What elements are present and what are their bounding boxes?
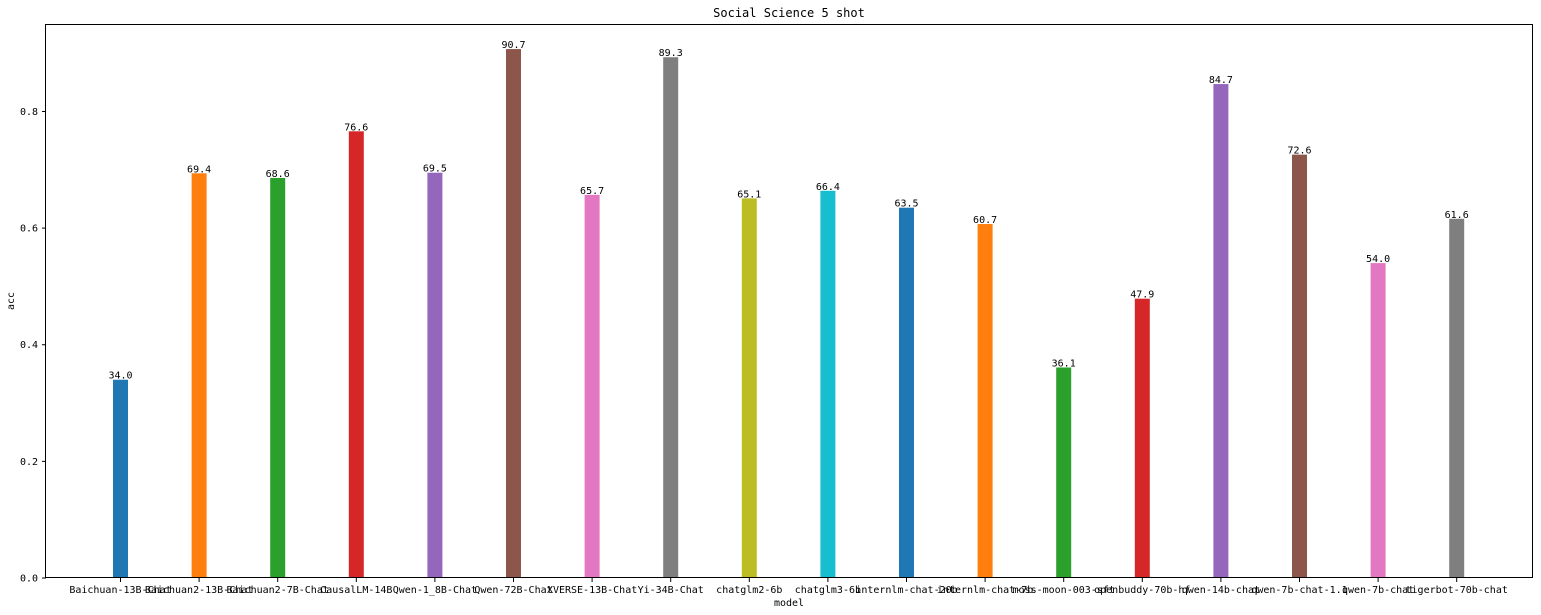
bar bbox=[113, 379, 128, 578]
bar bbox=[191, 173, 207, 578]
x-tick-label: chatglm2-6b bbox=[716, 585, 782, 596]
x-axis: Baichuan-13B-ChatBaichuan2-13B-ChatBaich… bbox=[69, 578, 1508, 596]
bar-value-label: 54.0 bbox=[1366, 254, 1390, 265]
bar bbox=[270, 177, 286, 579]
bar bbox=[348, 131, 364, 578]
x-tick-label: openbuddy-70b-hf bbox=[1094, 585, 1190, 596]
x-tick-label: Baichuan-13B-Chat bbox=[69, 585, 171, 596]
bar-value-label: 69.5 bbox=[423, 164, 447, 175]
x-tick-label: internlm-chat-7b bbox=[937, 585, 1033, 596]
bar-value-labels: 34.0 69.4 68.6 76.6 69.5 90.7 65.7 89.3 65.1 66.4… bbox=[108, 40, 1468, 382]
bar-value-label: 63.5 bbox=[894, 199, 918, 210]
y-axis: 0.0 0.2 0.4 0.6 0.8 bbox=[20, 107, 46, 585]
bar bbox=[427, 172, 443, 578]
x-tick-label: Baichuan2-13B-Chat bbox=[145, 585, 253, 596]
bar-value-label: 65.7 bbox=[580, 186, 604, 197]
x-tick-label: qwen-7b-chat bbox=[1342, 585, 1414, 596]
bar-value-label: 36.1 bbox=[1052, 358, 1076, 369]
y-tick-label: 0.6 bbox=[20, 224, 38, 235]
y-tick-label: 0.0 bbox=[20, 574, 38, 585]
bar bbox=[1292, 154, 1307, 578]
bars bbox=[113, 49, 1465, 579]
bar-value-label: 89.3 bbox=[659, 48, 683, 59]
y-tick-label: 0.4 bbox=[20, 340, 38, 351]
x-tick-label: Qwen-72B-Chat bbox=[474, 585, 552, 596]
bar bbox=[741, 198, 757, 579]
bar bbox=[1449, 218, 1465, 579]
plot-frame bbox=[45, 24, 1533, 578]
chart-title: Social Science 5 shot bbox=[713, 6, 865, 20]
x-tick-label: tigerbot-70b-chat bbox=[1406, 585, 1508, 596]
bar-value-label: 60.7 bbox=[973, 215, 997, 226]
bar bbox=[977, 224, 993, 578]
bar bbox=[506, 49, 521, 578]
bar-value-label: 69.4 bbox=[187, 164, 211, 175]
y-tick-label: 0.8 bbox=[20, 107, 38, 118]
x-tick-label: moss-moon-003-sft bbox=[1013, 585, 1115, 596]
bar-value-label: 65.1 bbox=[737, 189, 761, 200]
x-tick-label: qwen-14b-chat bbox=[1182, 585, 1260, 596]
x-tick-label: Baichuan2-7B-Chat bbox=[227, 585, 329, 596]
bar-value-label: 68.6 bbox=[266, 169, 290, 180]
bar-value-label: 76.6 bbox=[344, 122, 368, 133]
bar-value-label: 47.9 bbox=[1130, 290, 1154, 301]
x-tick-label: internlm-chat-20b bbox=[855, 585, 957, 596]
bar bbox=[584, 194, 600, 578]
y-tick-label: 0.2 bbox=[20, 457, 38, 468]
bar-value-label: 72.6 bbox=[1287, 146, 1311, 157]
bar bbox=[899, 207, 914, 578]
x-tick-label: CausalLM-14B bbox=[320, 585, 392, 596]
bar-value-label: 90.7 bbox=[501, 40, 525, 51]
x-tick-label: chatglm3-6b bbox=[795, 585, 861, 596]
bar-value-label: 34.0 bbox=[108, 371, 132, 382]
bar bbox=[1056, 367, 1072, 578]
bar-value-label: 84.7 bbox=[1209, 75, 1233, 86]
x-tick-label: XVERSE-13B-Chat bbox=[547, 585, 637, 596]
bar bbox=[1213, 84, 1229, 579]
bar-value-label: 66.4 bbox=[816, 182, 840, 193]
x-axis-label: model bbox=[774, 598, 804, 609]
x-tick-label: Qwen-1_8B-Chat bbox=[393, 585, 477, 596]
x-tick-label: Yi-34B-Chat bbox=[638, 585, 704, 596]
bar bbox=[663, 57, 679, 579]
bar bbox=[820, 190, 836, 579]
bar-value-label: 61.6 bbox=[1445, 210, 1469, 221]
x-tick-label: qwen-7b-chat-1.1 bbox=[1251, 585, 1347, 596]
bar bbox=[1370, 263, 1386, 578]
y-axis-label: acc bbox=[6, 292, 17, 310]
bar bbox=[1134, 298, 1150, 578]
